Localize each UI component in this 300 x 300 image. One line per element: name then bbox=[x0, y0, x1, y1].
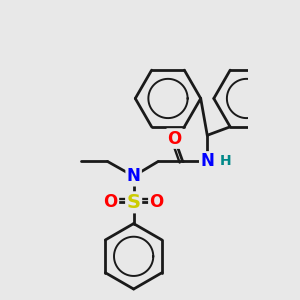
Text: S: S bbox=[127, 193, 141, 212]
Text: O: O bbox=[167, 130, 182, 148]
Text: N: N bbox=[200, 152, 214, 170]
Text: N: N bbox=[127, 167, 141, 185]
Text: O: O bbox=[149, 193, 164, 211]
Text: O: O bbox=[103, 193, 118, 211]
Text: H: H bbox=[219, 154, 231, 169]
